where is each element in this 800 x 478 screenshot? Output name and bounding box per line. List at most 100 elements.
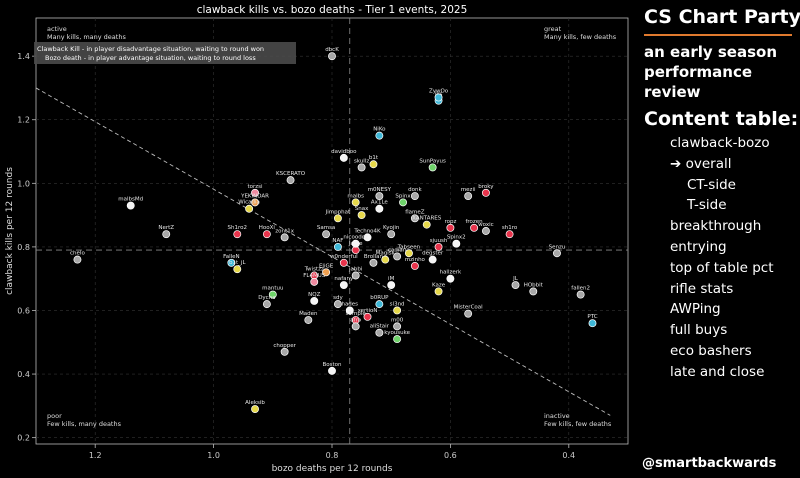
data-point	[268, 290, 277, 299]
annotation-top-right-desc: Many kills, few deaths	[544, 33, 617, 41]
data-point	[481, 227, 490, 235]
y-tick-label: 1.0	[17, 179, 30, 188]
author-handle: @smartbackwards	[642, 456, 777, 471]
data-point	[310, 296, 319, 305]
point-label: nafany	[334, 276, 354, 282]
point-label: hallzerk	[440, 270, 462, 276]
data-point	[434, 242, 443, 251]
point-label: Spinx	[395, 193, 411, 199]
data-point	[446, 274, 455, 283]
data-point	[351, 271, 360, 280]
toc-item-9[interactable]: AWPing	[670, 301, 721, 318]
toc-item-1[interactable]: clawback-bozo	[670, 135, 770, 151]
toc-item-4[interactable]: T-side	[687, 197, 727, 214]
toc-item-11[interactable]: eco bashers	[670, 343, 752, 359]
point-label: YEKINDAR	[240, 193, 269, 199]
annotation-bottom-right-title: inactive	[544, 412, 570, 420]
brand-divider	[644, 34, 792, 36]
point-label: frozen	[465, 219, 483, 225]
toc-item-7[interactable]: top of table pct	[670, 259, 774, 276]
point-label: aliStair	[370, 324, 390, 330]
y-tick-label: 1.4	[17, 52, 30, 61]
point-label: ZywOo	[429, 88, 449, 94]
point-label: Sh1ro2	[228, 225, 247, 231]
x-tick-label: 0.6	[444, 451, 457, 460]
x-tick-label: 0.8	[326, 451, 339, 460]
y-tick-label: 0.6	[17, 306, 30, 315]
point-label: Magisk	[376, 251, 396, 257]
toc-item-6[interactable]: entrying	[670, 239, 727, 255]
data-point	[363, 312, 372, 321]
point-label: davidboo	[331, 149, 357, 155]
toc-item-10[interactable]: full buys	[670, 322, 728, 339]
data-point	[511, 281, 520, 289]
point-label: MisterCoal	[454, 305, 484, 311]
toc-item-5[interactable]: breakthrough	[670, 218, 762, 235]
point-label: skullz	[354, 158, 369, 164]
data-point	[434, 93, 443, 102]
chart-title: clawback kills vs. bozo deaths - Tier 1 …	[197, 4, 468, 16]
data-point	[251, 405, 259, 413]
point-label: sjuush	[430, 238, 448, 244]
data-point	[339, 258, 348, 267]
data-point	[345, 306, 354, 315]
scatter-chart: 1.2 1.0 0.8 0.6 0.4 0.2 0.4 0.6 0.8 1.0 1.2 1.4 claw…	[5, 4, 629, 474]
point-label: kyousuke	[384, 330, 410, 336]
data-point	[410, 262, 419, 270]
point-label: NAF	[332, 238, 343, 244]
data-point	[452, 239, 461, 248]
point-label: Samsa	[317, 225, 335, 231]
point-label: NQZ	[308, 292, 320, 298]
x-axis-label: bozo deaths per 12 rounds	[272, 464, 393, 474]
annotation-bottom-left-desc: Few kills, many deaths	[47, 420, 122, 428]
data-point	[399, 198, 407, 207]
data-point	[333, 214, 342, 223]
point-label: Wicadia	[238, 200, 260, 206]
toc-title: Content table:	[644, 108, 799, 130]
annotation-top-left-title: active	[47, 25, 67, 33]
point-label: Techno4K	[353, 228, 381, 234]
data-point	[351, 198, 360, 207]
data-point	[588, 319, 597, 328]
data-point	[351, 239, 360, 248]
point-label: chelo	[70, 251, 85, 257]
point-label: m0NESY	[368, 187, 392, 193]
point-label: Aleksib	[245, 400, 265, 406]
point-label: Brollan	[364, 254, 384, 260]
point-label: chopper	[273, 343, 296, 349]
data-point	[162, 230, 171, 239]
data-point	[375, 204, 384, 213]
point-label: NertZ	[158, 225, 174, 231]
data-point	[481, 188, 490, 197]
data-point	[126, 201, 135, 210]
point-label: malbsMd	[118, 197, 143, 203]
legend-entry: Clawback Kill - in player disadvantage s…	[37, 45, 264, 53]
toc-item-12[interactable]: late and close	[670, 363, 765, 380]
data-point	[304, 316, 313, 324]
point-label: m00	[391, 317, 404, 323]
toc-item-3[interactable]: CT-side	[687, 176, 736, 193]
point-label: cadian	[388, 247, 407, 253]
brand-title: CS Chart Party	[644, 6, 800, 28]
point-label: mantuu	[262, 286, 283, 292]
point-label: mezii	[461, 187, 476, 193]
point-label: sdy	[333, 295, 343, 301]
point-label: hades	[341, 301, 358, 307]
data-point	[233, 265, 242, 274]
point-label: nicoodoz	[343, 235, 368, 241]
y-tick-label: 0.4	[17, 370, 30, 379]
data-point	[339, 153, 348, 162]
point-label: Twistzz	[304, 267, 324, 273]
toc-item-8[interactable]: rifle stats	[670, 280, 734, 297]
data-point	[434, 287, 443, 296]
point-label: Boston	[322, 362, 342, 368]
data-point	[233, 230, 242, 239]
toc-item-2[interactable]: ➔ overall	[670, 155, 732, 172]
annotation-bottom-left-title: poor	[47, 412, 62, 420]
data-point	[280, 233, 289, 242]
point-label: HooXi	[259, 225, 276, 231]
data-point	[387, 281, 396, 289]
subtitle: an early season performance review	[644, 43, 777, 101]
point-label: torzsi	[248, 184, 264, 190]
point-label: Kyojin	[383, 225, 400, 231]
